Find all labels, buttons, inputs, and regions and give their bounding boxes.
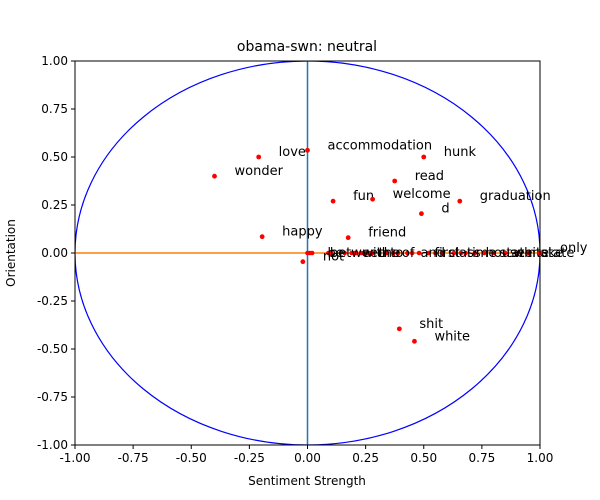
x-tick-label: 1.00 [527, 451, 554, 465]
data-point [405, 250, 410, 256]
data-point [416, 250, 422, 256]
data-point [472, 250, 478, 256]
data-point [451, 250, 457, 256]
point-label: house [486, 246, 525, 261]
data-point [412, 338, 417, 344]
point-label: time [467, 246, 496, 261]
point-label: graduation [480, 189, 551, 204]
data-point [259, 234, 265, 240]
point-label: the [379, 246, 400, 261]
point-label: welcome [393, 187, 451, 202]
data-point [419, 211, 424, 217]
y-tick-label: -0.75 [37, 390, 68, 404]
point-label: not [323, 250, 344, 265]
y-tick-label: -0.25 [37, 294, 68, 308]
data-point [458, 250, 464, 256]
x-tick-label: -0.50 [176, 451, 207, 465]
point-label: white [434, 329, 470, 344]
point-label: to [390, 246, 403, 261]
data-point [481, 250, 487, 256]
data-point [384, 250, 389, 256]
data-point [342, 250, 348, 256]
data-point [370, 250, 375, 256]
data-point [305, 147, 310, 153]
data-point [396, 326, 402, 332]
x-tick-label: 0.00 [294, 451, 321, 465]
point-label: d [441, 202, 449, 217]
data-point [212, 173, 217, 179]
data-point [391, 250, 396, 256]
point-label: wonder [235, 164, 284, 179]
point-label: fun [353, 189, 374, 204]
data-point [463, 250, 468, 256]
point-label: be [328, 246, 344, 261]
point-label: only [560, 241, 588, 256]
point-label: state [541, 246, 574, 261]
y-tick-label: 0.00 [41, 246, 68, 260]
point-label: make [527, 246, 563, 261]
point-label: of [402, 246, 415, 261]
x-tick-label: -0.25 [234, 451, 265, 465]
y-tick-label: 1.00 [41, 54, 68, 68]
point-label: friend [368, 226, 406, 241]
point-label: shit [419, 317, 443, 332]
point-label: first [434, 246, 459, 261]
data-point [421, 154, 427, 160]
y-tick-label: 0.50 [41, 150, 68, 164]
data-point [409, 250, 415, 256]
point-label: class [448, 246, 480, 261]
point-label: happy [282, 225, 323, 240]
point-label: love [279, 145, 306, 160]
point-label: hunk [444, 145, 477, 160]
y-tick-label: 0.25 [41, 198, 68, 212]
data-point [345, 235, 351, 241]
y-tick-label: -0.50 [37, 342, 68, 356]
data-point [300, 259, 306, 265]
data-point [426, 250, 431, 256]
data-point [526, 250, 531, 256]
data-point [354, 250, 359, 256]
data-point [502, 250, 508, 256]
y-tick-label: 0.75 [41, 102, 68, 116]
x-tick-label: -0.75 [118, 451, 149, 465]
y-axis-label: Orientation [4, 219, 18, 287]
data-point [491, 250, 496, 256]
x-axis-label: Sentiment Strength [248, 474, 366, 488]
data-point [377, 250, 382, 256]
point-label: between [330, 246, 386, 261]
x-tick-label: -1.00 [59, 451, 90, 465]
data-point [440, 250, 445, 256]
data-point [330, 198, 336, 204]
x-tick-label: 0.75 [469, 451, 496, 465]
x-tick-label: 0.25 [352, 451, 379, 465]
data-point [328, 250, 334, 256]
data-point [256, 154, 262, 160]
point-label: accommodation [328, 138, 433, 153]
data-point [395, 250, 401, 256]
data-point [309, 250, 315, 256]
data-point [514, 250, 520, 256]
x-tick-label: 0.50 [410, 451, 437, 465]
data-point [370, 196, 375, 202]
point-label: read [415, 169, 444, 184]
point-label: state [500, 246, 533, 261]
data-point [392, 178, 398, 184]
point-label: and [421, 246, 445, 261]
data-point [433, 250, 438, 256]
data-point [457, 198, 463, 204]
y-tick-label: -1.00 [37, 438, 68, 452]
point-label: with [362, 246, 390, 261]
chart-title: obama-swn: neutral [237, 39, 377, 55]
